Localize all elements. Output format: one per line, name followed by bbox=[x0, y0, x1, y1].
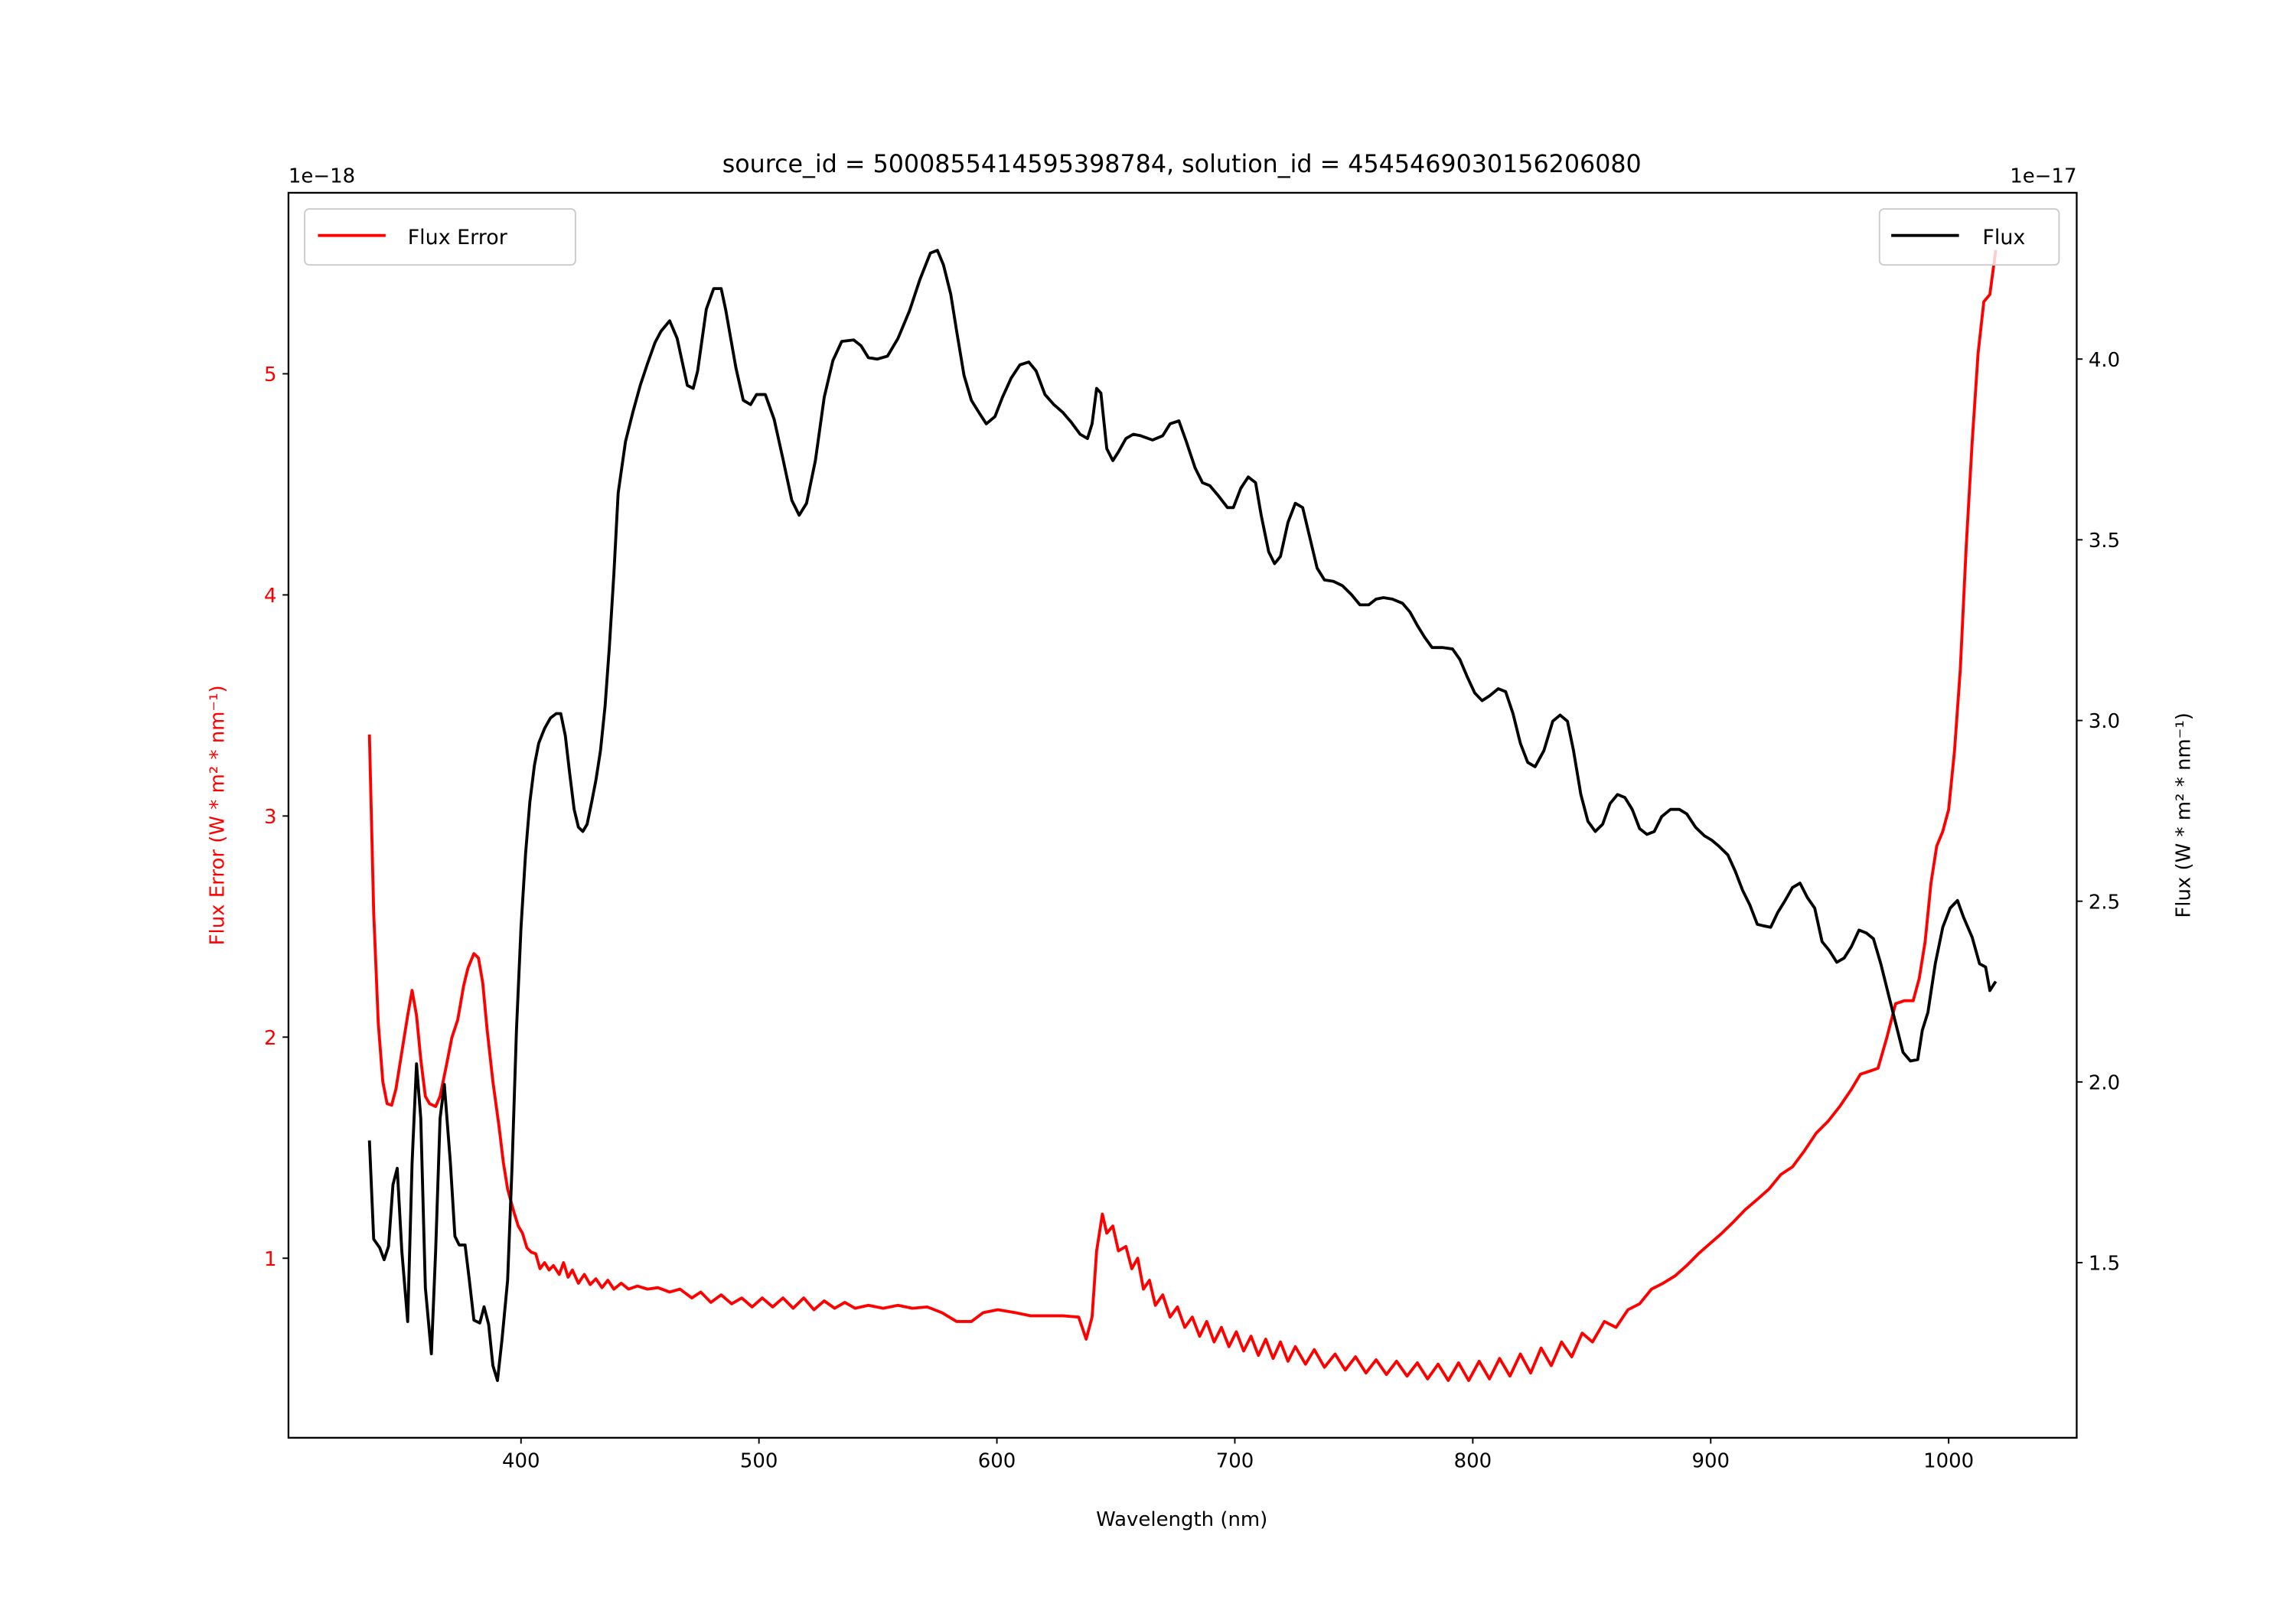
legend-flux-error: Flux Error bbox=[304, 208, 576, 266]
left-offset-text: 1e−18 bbox=[289, 165, 355, 187]
left-y-tick-label: 3 bbox=[264, 806, 277, 829]
plot-frame bbox=[287, 191, 2078, 1439]
series-layer bbox=[367, 249, 1998, 1382]
series-line-flux-error bbox=[367, 249, 1998, 1382]
chart-title: source_id = 5000855414595398784, solutio… bbox=[722, 151, 1642, 178]
left-y-tick-label: 1 bbox=[264, 1248, 277, 1271]
right-y-tick-label: 1.5 bbox=[2089, 1253, 2120, 1276]
legend-box bbox=[304, 208, 576, 266]
legend-flux: Flux bbox=[1878, 208, 2060, 266]
x-tick-label: 1000 bbox=[1923, 1449, 1974, 1472]
legend-box bbox=[1878, 208, 2060, 266]
x-tick-label: 700 bbox=[1216, 1449, 1254, 1472]
right-axis-label: Flux (W * m² * nm⁻¹) bbox=[2173, 712, 2196, 918]
x-tick-label: 500 bbox=[740, 1449, 778, 1472]
x-tick-label: 600 bbox=[978, 1449, 1016, 1472]
left-axis-label: Flux Error (W * m² * nm⁻¹) bbox=[206, 685, 229, 945]
left-y-tick-label: 2 bbox=[264, 1027, 277, 1050]
legend-label-flux-error: Flux Error bbox=[408, 226, 508, 249]
left-y-tick-label: 4 bbox=[264, 585, 277, 608]
right-y-tick-label: 3.0 bbox=[2089, 710, 2120, 733]
x-tick-label: 400 bbox=[502, 1449, 540, 1472]
legend-label-flux: Flux bbox=[1982, 226, 2025, 249]
right-y-tick-label: 4.0 bbox=[2089, 349, 2120, 372]
right-y-tick-label: 3.5 bbox=[2089, 530, 2120, 553]
series-line-flux bbox=[367, 249, 1998, 1382]
x-axis-label: Wavelength (nm) bbox=[1096, 1508, 1267, 1531]
right-y-tick-label: 2.0 bbox=[2089, 1071, 2120, 1094]
right-y-tick-label: 2.5 bbox=[2089, 891, 2120, 914]
right-offset-text: 1e−17 bbox=[2010, 165, 2076, 187]
x-tick-label: 800 bbox=[1454, 1449, 1492, 1472]
x-tick-label: 900 bbox=[1691, 1449, 1730, 1472]
left-y-tick-label: 5 bbox=[264, 363, 277, 386]
ticks-layer: 400 500 600 700 800 900 1000 1 2 3 4 5 1.5 2.0 2.5 3.0 3… bbox=[264, 349, 2120, 1472]
